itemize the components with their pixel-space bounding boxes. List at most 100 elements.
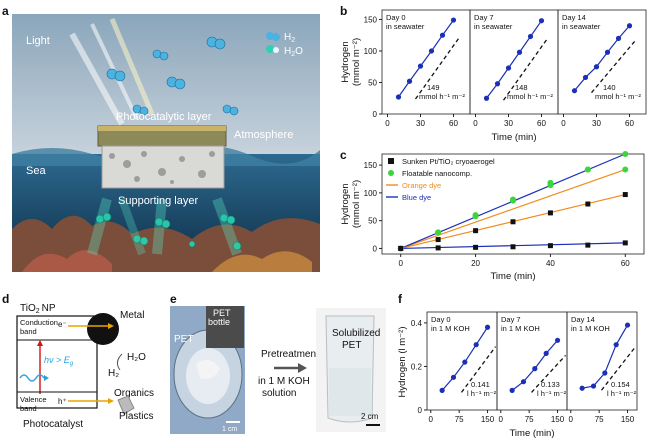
data-point-0-5 [450, 17, 457, 23]
y-axis-label-line2: (mmol m⁻²) [351, 180, 362, 228]
x-tick-label-20: 20 [471, 259, 480, 268]
y-tick-label-100: 100 [364, 47, 378, 56]
legend-label-1: Floatable nanocomp. [402, 169, 472, 178]
data-point-1-5 [538, 18, 545, 24]
supporting-layer [101, 145, 225, 189]
rate-unit-2: mmol h⁻¹ m⁻² [595, 92, 641, 101]
data-point-2-0 [579, 385, 585, 391]
data-point-0-0 [439, 387, 445, 393]
y-axis-label: Hydrogen (l m⁻²) [397, 327, 408, 398]
series-line-2 [574, 25, 630, 92]
electron-label: e⁻ [58, 320, 67, 329]
rate-value-0: 149 [427, 83, 440, 92]
conduction-band-label: Conduction band [20, 318, 58, 336]
legend-h2-icon [266, 32, 280, 41]
metal-particle [87, 313, 119, 345]
y-axis-label-line1: Hydrogen [340, 183, 351, 224]
valence-band-label: Valence band [20, 395, 47, 413]
data-point-0-1 [450, 374, 457, 380]
scale-bar-2-label: 2 cm [361, 412, 379, 421]
plot-frame [381, 153, 645, 255]
y-tick-label-50: 50 [368, 217, 377, 226]
data-point-3-6 [622, 240, 628, 246]
y-axis-label-line1: Hydrogen [340, 41, 351, 82]
data-point-3-4 [547, 243, 553, 249]
metal-label: Metal [120, 310, 144, 321]
photocatalyst-label: Photocatalyst [23, 419, 83, 430]
subplot-subtitle-0: in 1 M KOH [431, 324, 470, 333]
rate-guide-line-1 [531, 354, 567, 393]
rate-value-2: 140 [603, 83, 616, 92]
y-tick-label-150: 150 [364, 15, 378, 24]
subplot-subtitle-2: in 1 M KOH [571, 324, 610, 333]
plastics-label: Plastics [119, 411, 153, 422]
x-tick-label-0-75: 75 [455, 415, 464, 424]
panel-e-photos: PET PET bottle 1 cm Pretreatment in 1 M K… [170, 306, 386, 434]
x-tick-label-1-75: 75 [525, 415, 534, 424]
legend-marker-1 [388, 170, 394, 176]
data-point-2-1 [435, 229, 442, 236]
photocatalytic-layer-label: Photocatalytic layer [116, 111, 212, 123]
data-point-2-0 [571, 88, 578, 94]
data-point-0-6 [622, 192, 628, 198]
data-point-2-3 [510, 196, 516, 203]
data-point-2-1 [590, 383, 597, 389]
rate-guide-line-2 [600, 346, 637, 391]
data-point-1-0 [509, 387, 515, 393]
pet-label: PET [174, 334, 193, 345]
rate-unit-1: l h⁻¹ m⁻² [537, 389, 567, 398]
panel-label-c: c [340, 148, 347, 162]
rate-unit-1: mmol h⁻¹ m⁻² [507, 92, 553, 101]
data-point-3-3 [510, 244, 516, 250]
data-point-0-0 [395, 94, 402, 100]
subplot-subtitle-1: in seawater [474, 22, 513, 31]
chart-c: 0 20 40 60 0 50 100 150 Time (min) Hydrogen (mmol … [340, 151, 645, 282]
x-tick-label-1-0: 0 [499, 415, 504, 424]
data-point-2-5 [584, 166, 591, 173]
data-point-3-0 [398, 245, 404, 251]
data-point-0-3 [473, 342, 479, 348]
rate-value-2: 0.154 [611, 380, 630, 389]
data-point-2-5 [626, 23, 633, 29]
rate-unit-0: mmol h⁻¹ m⁻² [419, 92, 465, 101]
y-tick-label-150: 150 [364, 161, 378, 170]
data-point-2-4 [624, 322, 631, 328]
organics-label: Organics [114, 388, 154, 399]
subplot-title-1: Day 7 [474, 13, 494, 22]
x-tick-label-0-0: 0 [385, 119, 390, 128]
rate-guide-line-0 [414, 36, 461, 100]
subplot-title-1: Day 7 [501, 315, 521, 324]
series-line-2 [582, 324, 629, 389]
plastic-bottle-icon [117, 395, 135, 415]
light-label: Light [26, 35, 50, 47]
y-tick-label-0: 0 [373, 244, 378, 253]
subplot-subtitle-1: in 1 M KOH [501, 324, 540, 333]
rate-unit-2: l h⁻¹ m⁻² [607, 389, 637, 398]
legend-h2-text: H2 [284, 32, 295, 44]
water-molecules [87, 197, 242, 256]
data-point-2-3 [604, 49, 611, 55]
data-point-1-1 [520, 379, 527, 385]
x-axis-label: Time (min) [491, 132, 536, 143]
h2-label: H₂ [108, 368, 119, 379]
atmosphere-label: Atmosphere [234, 129, 293, 141]
pet-bottle-inset [206, 306, 244, 348]
x-tick-label-0-30: 30 [416, 119, 425, 128]
data-point-2-2 [602, 370, 608, 376]
data-point-3-1 [435, 245, 441, 251]
data-point-1-0 [483, 95, 490, 101]
y-tick-label-100: 100 [364, 189, 378, 198]
x-tick-label-2-75: 75 [595, 415, 604, 424]
data-point-0-1 [435, 237, 441, 243]
rate-unit-0: l h⁻¹ m⁻² [467, 389, 497, 398]
legend-marker-0 [388, 158, 394, 164]
x-tick-label-2-150: 150 [621, 415, 635, 424]
x-tick-label-2-30: 30 [592, 119, 601, 128]
scale-bar-1-label: 1 cm [222, 426, 237, 433]
tio2-label: TiO2 NP [20, 303, 56, 315]
data-point-0-1 [406, 78, 413, 84]
pretreatment-label: Pretreatment [261, 349, 319, 360]
solubilized-pet-label: Solubilized PET [332, 328, 380, 351]
